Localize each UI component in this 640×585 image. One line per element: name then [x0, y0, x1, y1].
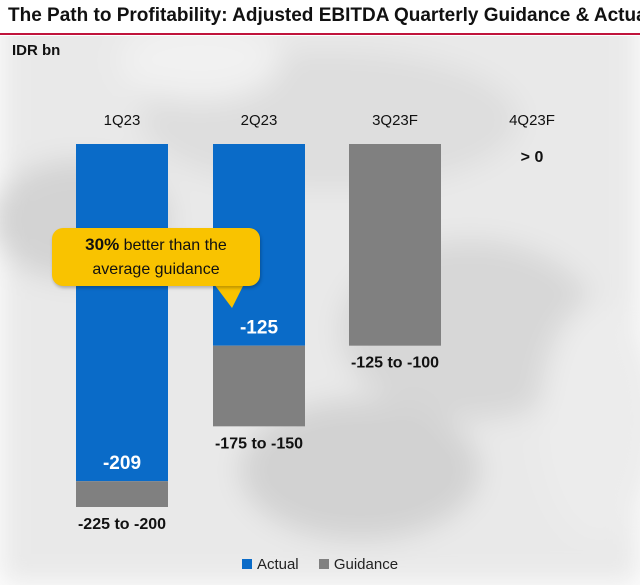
guidance-bar-3q23f	[349, 144, 441, 346]
legend: Actual Guidance	[0, 556, 640, 573]
actual-label-1q23: -209	[103, 453, 141, 474]
actual-label-2q23: -125	[240, 318, 278, 339]
title-underline	[0, 33, 640, 35]
actual-bar-1q23	[76, 144, 168, 482]
callout-highlight: 30%	[85, 234, 120, 254]
guidance-label-1q23: -225 to -200	[78, 516, 166, 533]
guidance-bar-2q23	[213, 345, 305, 427]
callout-pointer	[214, 284, 244, 308]
callout-line-1: 30% better than the	[52, 233, 260, 258]
guidance-label-4q23f: > 0	[521, 149, 544, 166]
x-tick-label-2q23: 2Q23	[241, 112, 278, 129]
legend-label-actual: Actual	[256, 556, 299, 573]
legend-item-actual: Actual	[241, 556, 299, 573]
callout-box: 30% better than the average guidance	[52, 228, 260, 286]
x-tick-label-3q23f: 3Q23F	[372, 112, 418, 129]
chart-title: The Path to Profitability: Adjusted EBIT…	[8, 5, 640, 26]
x-tick-label-1q23: 1Q23	[104, 112, 141, 129]
callout-line-1-rest: better than the	[119, 236, 227, 254]
x-tick-label-4q23f: 4Q23F	[509, 112, 555, 129]
legend-label-guidance: Guidance	[333, 556, 399, 573]
legend-swatch-guidance	[318, 559, 329, 569]
legend-swatch-actual	[241, 559, 252, 569]
guidance-label-2q23: -175 to -150	[215, 435, 303, 452]
legend-item-guidance: Guidance	[318, 556, 399, 573]
callout-line-2: average guidance	[92, 260, 220, 278]
unit-label: IDR bn	[12, 42, 61, 59]
guidance-label-3q23f: -125 to -100	[351, 355, 439, 372]
guidance-bar-1q23	[76, 481, 168, 507]
